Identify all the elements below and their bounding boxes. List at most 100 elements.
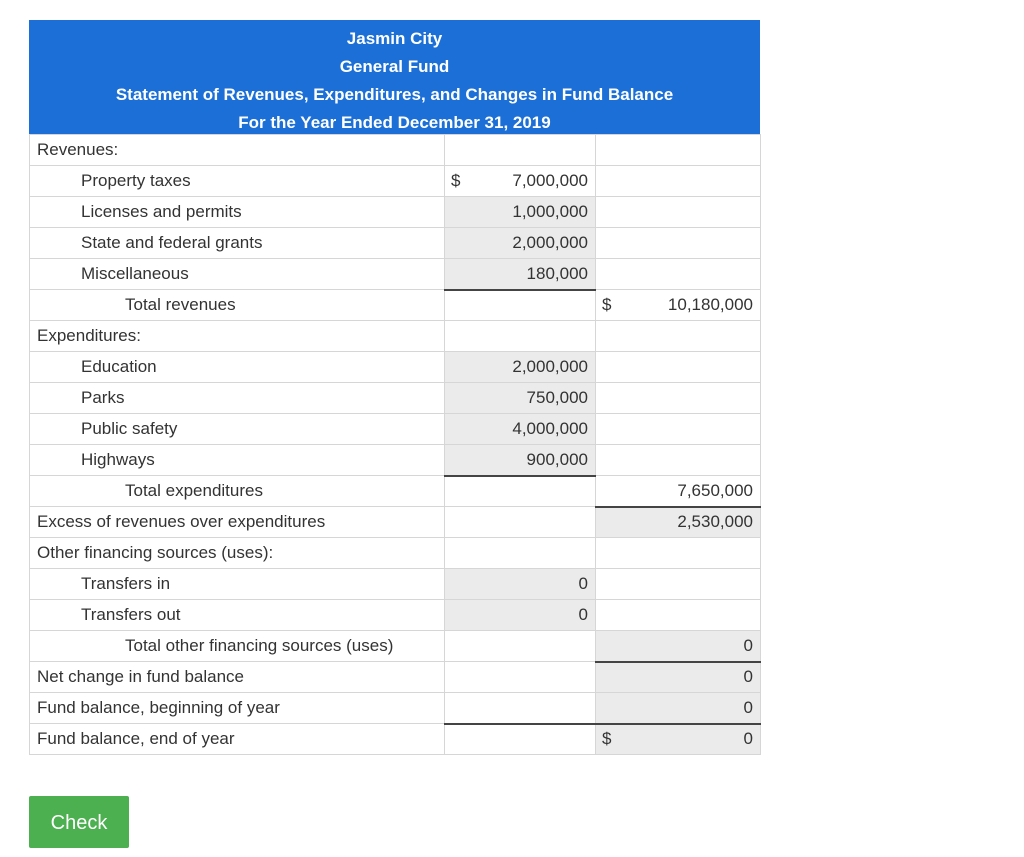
row-label: Property taxes xyxy=(29,165,445,197)
amount-cell-b xyxy=(595,413,761,445)
check-button[interactable]: Check xyxy=(29,796,129,848)
amount-value: 2,000,000 xyxy=(512,233,588,252)
statement-row: Parks 750,000 xyxy=(29,382,761,414)
amount-cell-b xyxy=(595,258,761,290)
amount-cell-b[interactable]: 0 xyxy=(595,692,761,725)
statement-header: Jasmin City General Fund Statement of Re… xyxy=(29,20,760,134)
statement-row: Highways 900,000 xyxy=(29,444,761,477)
row-label: Fund balance, end of year xyxy=(29,723,445,755)
row-label: Total revenues xyxy=(29,289,445,321)
amount-value: 0 xyxy=(578,574,588,593)
statement-row: Fund balance, end of year $0 xyxy=(29,723,761,755)
dollar-sign: $ xyxy=(602,729,612,749)
statement-row: Total revenues $10,180,000 xyxy=(29,289,761,321)
amount-cell-b xyxy=(595,537,761,569)
statement-row: Total other financing sources (uses) 0 xyxy=(29,630,761,663)
amount-cell-a[interactable]: 180,000 xyxy=(444,258,596,291)
statement-row: Transfers in 0 xyxy=(29,568,761,600)
amount-cell-b: $10,180,000 xyxy=(595,289,761,321)
row-label: Fund balance, beginning of year xyxy=(29,692,445,724)
amount-cell-a xyxy=(444,320,596,352)
row-label: Net change in fund balance xyxy=(29,661,445,693)
amount-value: 0 xyxy=(743,635,753,655)
statement-period: For the Year Ended December 31, 2019 xyxy=(238,113,551,132)
row-label: Total other financing sources (uses) xyxy=(29,630,445,662)
row-label: Transfers in xyxy=(29,568,445,600)
statement-row: Total expenditures 7,650,000 xyxy=(29,475,761,508)
dollar-sign: $ xyxy=(602,295,612,314)
amount-cell-b[interactable]: 2,530,000 xyxy=(595,506,761,538)
amount-cell-a xyxy=(444,630,596,662)
amount-cell-b: 7,650,000 xyxy=(595,475,761,508)
financial-statement: Jasmin City General Fund Statement of Re… xyxy=(29,20,761,755)
amount-cell-a[interactable]: 900,000 xyxy=(444,444,596,477)
row-label: Revenues: xyxy=(29,134,445,166)
statement-row: Net change in fund balance 0 xyxy=(29,661,761,693)
row-label: Miscellaneous xyxy=(29,258,445,290)
statement-row: State and federal grants 2,000,000 xyxy=(29,227,761,259)
amount-cell-b[interactable]: $0 xyxy=(595,723,761,755)
amount-cell-a xyxy=(444,723,596,755)
row-label: Public safety xyxy=(29,413,445,445)
amount-cell-b[interactable]: 0 xyxy=(595,630,761,663)
statement-row: Transfers out 0 xyxy=(29,599,761,631)
amount-cell-b xyxy=(595,320,761,352)
amount-cell-a xyxy=(444,289,596,321)
amount-value: 10,180,000 xyxy=(667,295,753,314)
amount-cell-a xyxy=(444,506,596,538)
amount-value: 0 xyxy=(743,697,753,717)
row-label: Transfers out xyxy=(29,599,445,631)
statement-table: Revenues: Property taxes $7,000,000 License… xyxy=(29,134,761,755)
amount-cell-a xyxy=(444,134,596,166)
amount-cell-a xyxy=(444,537,596,569)
amount-cell-a xyxy=(444,692,596,725)
row-label: Excess of revenues over expenditures xyxy=(29,506,445,538)
statement-row: Revenues: xyxy=(29,134,761,166)
amount-cell-a: $7,000,000 xyxy=(444,165,596,197)
amount-value: 4,000,000 xyxy=(512,419,588,438)
statement-row: Property taxes $7,000,000 xyxy=(29,165,761,197)
statement-title: Statement of Revenues, Expenditures, and… xyxy=(115,85,674,104)
statement-row: Education 2,000,000 xyxy=(29,351,761,383)
amount-cell-a[interactable]: 750,000 xyxy=(444,382,596,414)
amount-cell-a[interactable]: 0 xyxy=(444,599,596,631)
amount-cell-b xyxy=(595,382,761,414)
amount-cell-a[interactable]: 0 xyxy=(444,568,596,600)
amount-value: 7,650,000 xyxy=(677,480,753,500)
amount-value: 0 xyxy=(743,667,753,687)
dollar-sign: $ xyxy=(451,171,461,190)
entity-name: Jasmin City xyxy=(346,29,443,48)
statement-row: Expenditures: xyxy=(29,320,761,352)
statement-row: Excess of revenues over expenditures 2,53… xyxy=(29,506,761,538)
amount-value: 7,000,000 xyxy=(512,171,588,190)
amount-value: 180,000 xyxy=(526,263,588,283)
amount-value: 900,000 xyxy=(526,449,588,469)
row-label: Parks xyxy=(29,382,445,414)
amount-cell-b xyxy=(595,444,761,476)
amount-cell-b xyxy=(595,134,761,166)
row-label: Other financing sources (uses): xyxy=(29,537,445,569)
row-label: Total expenditures xyxy=(29,475,445,507)
amount-cell-a[interactable]: 2,000,000 xyxy=(444,351,596,383)
amount-cell-b xyxy=(595,351,761,383)
amount-value: 0 xyxy=(743,729,753,749)
amount-cell-b xyxy=(595,196,761,228)
amount-value: 2,530,000 xyxy=(677,512,753,532)
amount-value: 0 xyxy=(578,605,588,624)
amount-cell-a xyxy=(444,661,596,693)
row-label: Highways xyxy=(29,444,445,476)
amount-cell-a[interactable]: 4,000,000 xyxy=(444,413,596,445)
statement-row: Other financing sources (uses): xyxy=(29,537,761,569)
amount-value: 1,000,000 xyxy=(512,202,588,221)
amount-value: 2,000,000 xyxy=(512,357,588,376)
amount-cell-a[interactable]: 1,000,000 xyxy=(444,196,596,228)
amount-cell-a[interactable]: 2,000,000 xyxy=(444,227,596,259)
amount-cell-a xyxy=(444,475,596,507)
amount-cell-b[interactable]: 0 xyxy=(595,661,761,693)
row-label: Education xyxy=(29,351,445,383)
amount-cell-b xyxy=(595,568,761,600)
statement-body: Revenues: Property taxes $7,000,000 License… xyxy=(29,134,761,755)
row-label: Expenditures: xyxy=(29,320,445,352)
amount-value: 750,000 xyxy=(526,388,588,407)
